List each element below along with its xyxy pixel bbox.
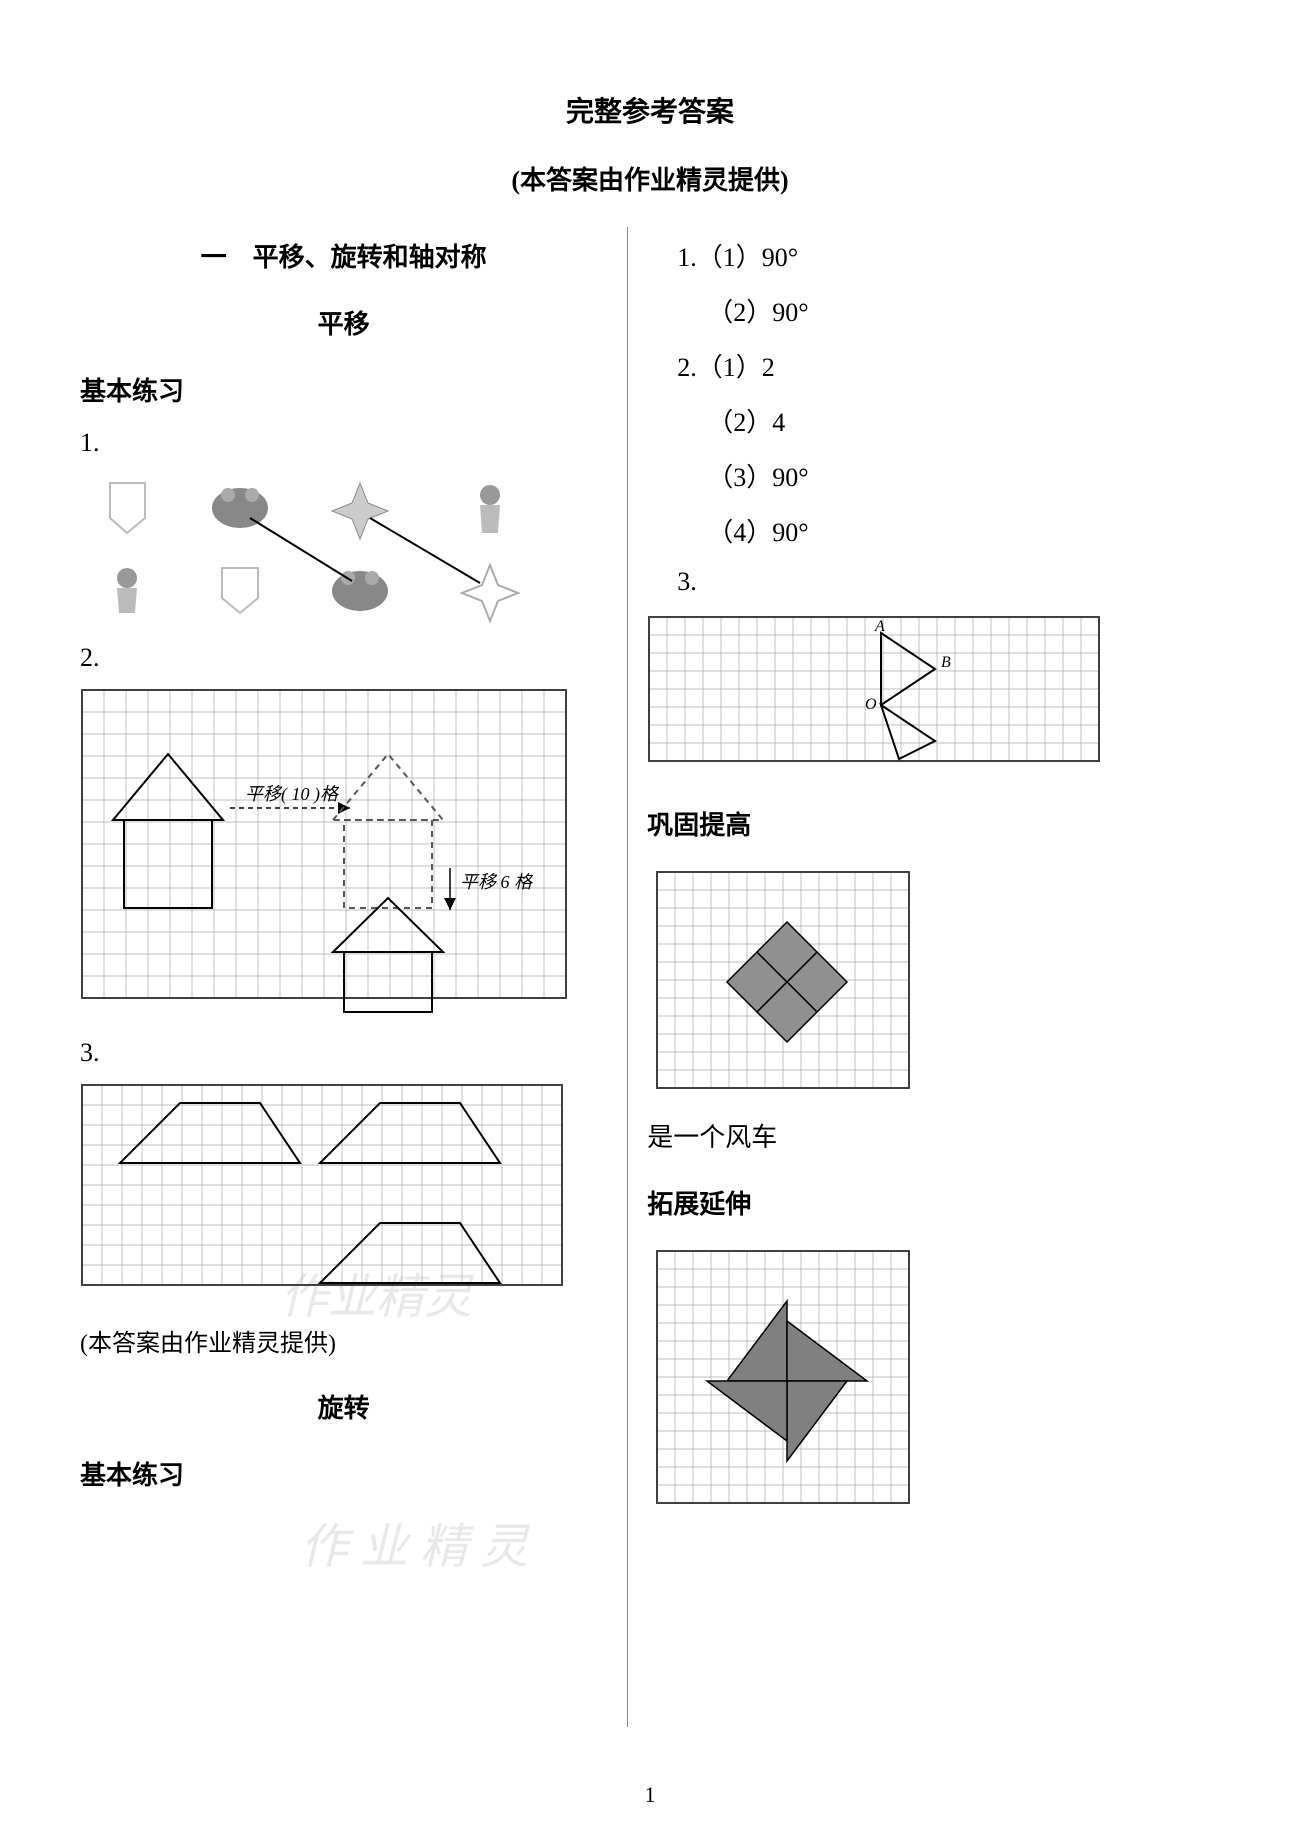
star-4pt-icon xyxy=(332,483,388,539)
grid xyxy=(649,617,1099,761)
page-number: 1 xyxy=(645,1782,656,1808)
answer-3-label: 3. xyxy=(677,567,1220,597)
column-divider xyxy=(627,227,628,1727)
answer-2-1: 2.（1）2 xyxy=(677,347,1220,384)
q2-label: 2. xyxy=(80,643,607,673)
frog-icon xyxy=(212,488,268,528)
house-translated-down xyxy=(333,898,443,1012)
windmill-caption: 是一个风车 xyxy=(647,1117,1220,1154)
q3-label: 3. xyxy=(80,1038,607,1068)
q1-matching-figure xyxy=(80,473,607,623)
q3-grid-figure xyxy=(80,1083,607,1303)
two-column-layout: 一 平移、旋转和轴对称 平移 基本练习 1. xyxy=(80,227,1220,1521)
watermark-text: 作 业 精 灵 xyxy=(300,1507,528,1577)
rhombus-windmill xyxy=(727,922,847,1042)
heading-basic-practice: 基本练习 xyxy=(80,371,607,408)
house-original xyxy=(113,754,223,908)
windmill-triangle-figure xyxy=(647,1241,1220,1521)
answer-2-3: （3）90° xyxy=(707,457,1220,494)
label-A: A xyxy=(874,618,885,635)
triangles-AOB xyxy=(881,633,935,759)
q2-grid-figure: 平移( 10 )格 平移 6 格 xyxy=(80,688,607,1018)
section-rotation-title: 旋转 xyxy=(80,1388,607,1425)
answer-1-2: （2）90° xyxy=(707,292,1220,329)
heading-basic-practice-2: 基本练习 xyxy=(80,1455,607,1492)
arrow-down xyxy=(444,868,456,910)
match-line xyxy=(370,518,480,583)
star-4pt-outline-icon xyxy=(462,565,518,621)
child-icon xyxy=(117,568,137,613)
grid xyxy=(82,1085,562,1285)
heading-consolidate: 巩固提高 xyxy=(647,805,1220,842)
page-main-title: 完整参考答案 xyxy=(80,90,1220,130)
trapezoid-1 xyxy=(120,1103,300,1163)
trapezoid-3 xyxy=(320,1223,500,1283)
trapezoid-2 xyxy=(320,1103,500,1163)
answer-2-2: （2）4 xyxy=(707,402,1220,439)
chapter-title: 一 平移、旋转和轴对称 xyxy=(80,237,607,274)
heading-extend: 拓展延伸 xyxy=(647,1184,1220,1221)
grid xyxy=(82,690,566,998)
page-sub-title: (本答案由作业精灵提供) xyxy=(80,160,1220,197)
label-B: B xyxy=(941,654,951,671)
triangle-windmill xyxy=(707,1301,867,1461)
label-O: O xyxy=(865,696,877,713)
answer-2-4: （4）90° xyxy=(707,512,1220,549)
section-translation-title: 平移 xyxy=(80,304,607,341)
right-column: 1.（1）90° （2）90° 2.（1）2 （2）4 （3）90° （4）90… xyxy=(627,227,1220,1521)
left-column: 一 平移、旋转和轴对称 平移 基本练习 1. xyxy=(80,227,627,1521)
frog-icon xyxy=(332,571,388,611)
child-icon xyxy=(480,485,500,533)
attribution-text: (本答案由作业精灵提供) xyxy=(80,1323,607,1358)
answer-1-1: 1.（1）90° xyxy=(677,237,1220,274)
shield-icon xyxy=(222,568,258,613)
shield-icon xyxy=(110,483,145,533)
windmill-rhombus-figure xyxy=(647,862,1220,1102)
house-dashed xyxy=(333,754,443,908)
r3-triangle-grid: A B O xyxy=(647,615,1220,775)
match-line xyxy=(250,518,352,581)
q1-label: 1. xyxy=(80,428,607,458)
translate-10-label: 平移( 10 )格 xyxy=(245,784,340,805)
translate-6-label: 平移 6 格 xyxy=(460,872,534,892)
